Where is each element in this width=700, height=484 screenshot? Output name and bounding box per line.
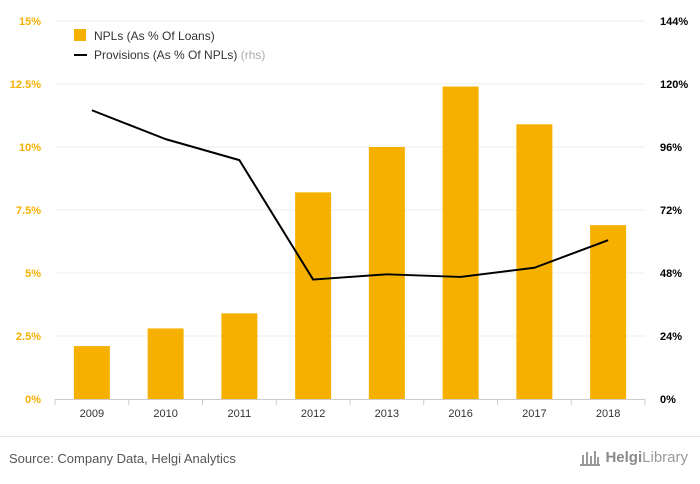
x-tick-label: 2012 — [301, 408, 325, 420]
library-building-icon — [580, 451, 601, 466]
y-left-tick-label: 15% — [19, 16, 41, 28]
y-right-tick-label: 72% — [660, 205, 682, 217]
y-left-tick-label: 12.5% — [10, 79, 41, 91]
legend-label-npls: NPLs (As % Of Loans) — [94, 29, 215, 43]
x-tick-label: 2016 — [448, 408, 472, 420]
provisions-line — [91, 109, 609, 281]
bar — [516, 124, 553, 399]
x-tick-label: 2009 — [80, 408, 104, 420]
footer: Source: Company Data, Helgi Analytics He… — [0, 436, 700, 484]
logo-text-library: Library — [642, 448, 688, 466]
bar — [73, 346, 110, 399]
y-right-tick-label: 24% — [660, 331, 682, 343]
helgi-library-logo[interactable]: HelgiLibrary — [579, 447, 688, 467]
legend-swatch-npls — [74, 29, 86, 41]
y-right-tick-label: 120% — [660, 79, 688, 91]
logo-text-helgi: Helgi — [605, 448, 643, 466]
x-tick-label: 2013 — [375, 408, 399, 420]
y-right-tick-label: 0% — [660, 394, 676, 406]
bar — [590, 225, 627, 399]
y-right-tick-label: 96% — [660, 142, 682, 154]
legend-suffix-rhs: (rhs) — [241, 48, 266, 62]
x-tick-label: 2011 — [228, 408, 252, 420]
y-left-tick-label: 7.5% — [16, 205, 41, 217]
y-left-tick-label: 0% — [25, 394, 41, 406]
bar — [368, 147, 405, 399]
bar — [442, 86, 479, 400]
y-left-tick-label: 5% — [25, 268, 41, 280]
y-right-tick-label: 144% — [660, 16, 688, 28]
x-tick-label: 2018 — [596, 408, 620, 420]
y-right-tick-label: 48% — [660, 268, 682, 280]
bar — [221, 313, 258, 399]
y-left-tick-label: 2.5% — [16, 331, 41, 343]
chart: 0% 2.5% 5% 7.5% 10% 12.5% 15% 0% 24% 48% 72% 96% 120… — [10, 16, 689, 420]
legend-label-provisions: Provisions (As % Of NPLs) (rhs) — [94, 48, 265, 62]
bar — [295, 192, 332, 399]
x-tick-label: 2010 — [153, 408, 177, 420]
y-left-tick-label: 10% — [19, 142, 41, 154]
source-note: Source: Company Data, Helgi Analytics — [9, 451, 236, 466]
x-tick-label: 2017 — [522, 408, 546, 420]
bar — [147, 328, 184, 399]
